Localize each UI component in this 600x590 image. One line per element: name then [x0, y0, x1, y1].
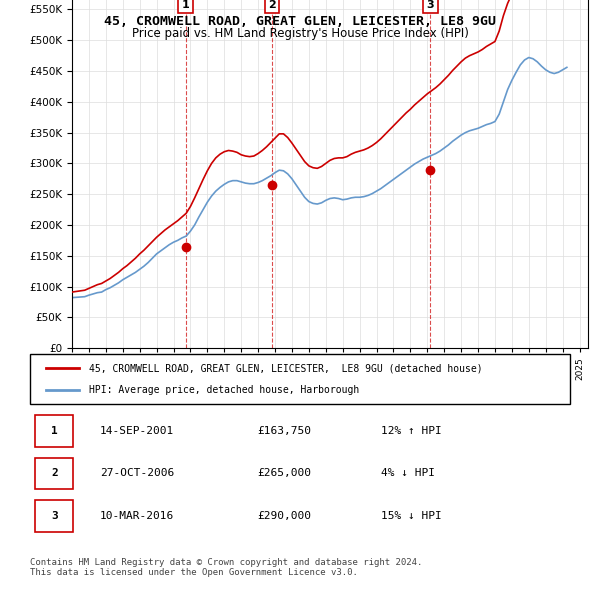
FancyBboxPatch shape: [35, 500, 73, 532]
Text: Price paid vs. HM Land Registry's House Price Index (HPI): Price paid vs. HM Land Registry's House …: [131, 27, 469, 40]
Text: 2: 2: [51, 468, 58, 478]
Text: 3: 3: [427, 0, 434, 9]
Text: 45, CROMWELL ROAD, GREAT GLEN, LEICESTER, LE8 9GU: 45, CROMWELL ROAD, GREAT GLEN, LEICESTER…: [104, 15, 496, 28]
Text: 10-MAR-2016: 10-MAR-2016: [100, 511, 175, 521]
Text: 27-OCT-2006: 27-OCT-2006: [100, 468, 175, 478]
Text: 1: 1: [182, 0, 190, 9]
Text: 14-SEP-2001: 14-SEP-2001: [100, 426, 175, 436]
Text: 45, CROMWELL ROAD, GREAT GLEN, LEICESTER,  LE8 9GU (detached house): 45, CROMWELL ROAD, GREAT GLEN, LEICESTER…: [89, 363, 483, 373]
FancyBboxPatch shape: [35, 415, 73, 447]
Text: 3: 3: [51, 511, 58, 521]
Text: Contains HM Land Registry data © Crown copyright and database right 2024.
This d: Contains HM Land Registry data © Crown c…: [30, 558, 422, 577]
Text: £163,750: £163,750: [257, 426, 311, 436]
Text: £265,000: £265,000: [257, 468, 311, 478]
Text: HPI: Average price, detached house, Harborough: HPI: Average price, detached house, Harb…: [89, 385, 359, 395]
Text: 15% ↓ HPI: 15% ↓ HPI: [381, 511, 442, 521]
Text: 2: 2: [268, 0, 276, 9]
FancyBboxPatch shape: [30, 354, 570, 404]
Text: 4% ↓ HPI: 4% ↓ HPI: [381, 468, 435, 478]
FancyBboxPatch shape: [35, 458, 73, 490]
Text: 12% ↑ HPI: 12% ↑ HPI: [381, 426, 442, 436]
Text: £290,000: £290,000: [257, 511, 311, 521]
Text: 1: 1: [51, 426, 58, 436]
